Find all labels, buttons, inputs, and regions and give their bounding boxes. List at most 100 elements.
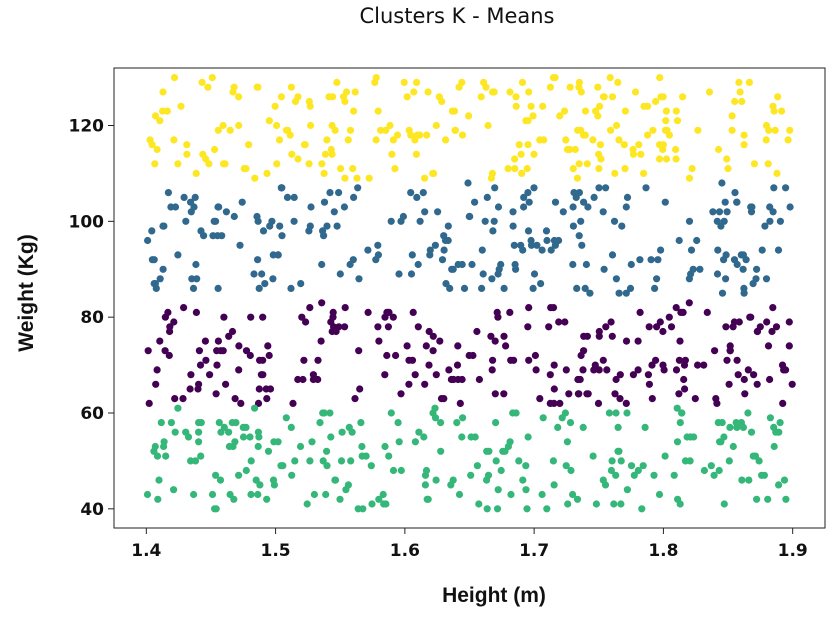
scatter-point-cluster-4 <box>634 466 642 475</box>
scatter-point-cluster-1 <box>644 102 652 110</box>
scatter-point-cluster-2 <box>187 208 195 216</box>
scatter-point-cluster-4 <box>755 457 763 465</box>
scatter-point-cluster-3 <box>257 371 265 379</box>
scatter-point-cluster-2 <box>421 208 429 216</box>
scatter-point-cluster-1 <box>672 155 680 163</box>
scatter-point-cluster-2 <box>494 270 502 278</box>
scatter-point-cluster-1 <box>265 117 273 125</box>
scatter-point-cluster-3 <box>202 356 210 364</box>
scatter-point-cluster-2 <box>335 189 343 197</box>
scatter-point-cluster-2 <box>193 275 201 283</box>
scatter-point-cluster-1 <box>344 136 352 144</box>
scatter-point-cluster-4 <box>515 457 523 465</box>
y-tick-label: 80 <box>80 308 104 328</box>
scatter-point-cluster-1 <box>331 126 339 134</box>
scatter-point-cluster-2 <box>533 241 541 249</box>
scatter-point-cluster-3 <box>254 399 263 407</box>
scatter-point-cluster-4 <box>504 442 512 451</box>
scatter-point-cluster-1 <box>318 160 326 168</box>
scatter-point-cluster-4 <box>738 476 746 484</box>
scatter-point-cluster-3 <box>212 390 220 398</box>
scatter-point-cluster-2 <box>590 193 598 201</box>
scatter-point-cluster-4 <box>661 452 669 460</box>
scatter-point-cluster-3 <box>713 399 721 407</box>
scatter-point-cluster-3 <box>454 342 462 350</box>
scatter-point-cluster-2 <box>776 217 785 225</box>
scatter-point-cluster-3 <box>414 323 422 331</box>
scatter-point-cluster-3 <box>740 375 748 384</box>
scatter-point-cluster-3 <box>656 318 664 326</box>
scatter-point-cluster-1 <box>631 88 640 96</box>
scatter-point-cluster-4 <box>432 476 440 484</box>
scatter-point-cluster-1 <box>724 165 732 173</box>
scatter-point-cluster-4 <box>326 409 334 417</box>
scatter-point-cluster-4 <box>707 462 715 470</box>
scatter-point-cluster-4 <box>251 404 259 412</box>
scatter-point-cluster-2 <box>551 198 560 206</box>
scatter-point-cluster-1 <box>177 102 185 110</box>
scatter-point-cluster-1 <box>589 136 597 144</box>
scatter-point-cluster-3 <box>536 395 544 403</box>
scatter-point-cluster-4 <box>431 404 439 412</box>
scatter-point-cluster-2 <box>654 256 662 264</box>
scatter-point-cluster-2 <box>651 284 659 292</box>
scatter-point-cluster-4 <box>641 423 649 431</box>
scatter-point-cluster-1 <box>608 93 617 101</box>
scatter-point-cluster-3 <box>769 304 777 312</box>
scatter-point-cluster-1 <box>771 126 779 134</box>
scatter-point-cluster-4 <box>458 433 466 441</box>
scatter-point-cluster-3 <box>440 395 448 403</box>
scatter-point-cluster-3 <box>694 361 702 369</box>
scatter-point-cluster-3 <box>711 347 719 355</box>
scatter-point-cluster-2 <box>320 198 329 206</box>
scatter-point-cluster-1 <box>614 78 622 86</box>
scatter-point-cluster-2 <box>600 265 608 273</box>
scatter-point-cluster-4 <box>473 462 481 470</box>
scatter-point-cluster-1 <box>644 131 652 139</box>
x-tick-label: 1.7 <box>519 541 549 561</box>
scatter-point-cluster-2 <box>642 184 650 192</box>
scatter-point-cluster-3 <box>214 337 222 345</box>
scatter-point-cluster-4 <box>424 495 432 503</box>
scatter-point-cluster-3 <box>722 323 730 331</box>
scatter-point-cluster-4 <box>421 481 429 489</box>
x-tick-label: 1.9 <box>778 541 808 561</box>
scatter-point-cluster-1 <box>163 107 171 115</box>
x-tick-label: 1.8 <box>648 541 678 561</box>
scatter-point-cluster-4 <box>522 486 530 494</box>
plot-frame <box>113 67 826 529</box>
scatter-point-cluster-3 <box>341 304 349 312</box>
scatter-point-cluster-3 <box>636 308 644 316</box>
scatter-point-cluster-3 <box>735 318 743 326</box>
scatter-point-cluster-2 <box>573 284 581 292</box>
scatter-point-cluster-4 <box>362 452 370 460</box>
scatter-point-cluster-2 <box>538 246 546 254</box>
scatter-point-cluster-3 <box>500 390 508 398</box>
scatter-point-cluster-4 <box>776 419 784 427</box>
scatter-point-cluster-4 <box>190 490 198 499</box>
scatter-point-cluster-1 <box>156 117 164 125</box>
scatter-point-cluster-1 <box>323 136 331 144</box>
scatter-point-cluster-4 <box>519 476 527 484</box>
scatter-point-cluster-2 <box>696 265 704 273</box>
scatter-point-cluster-2 <box>397 217 405 225</box>
scatter-point-cluster-2 <box>478 246 486 254</box>
scatter-point-cluster-4 <box>471 433 479 441</box>
scatter-point-cluster-1 <box>562 136 570 144</box>
scatter-point-cluster-2 <box>713 217 721 225</box>
scatter-point-cluster-2 <box>569 222 578 230</box>
scatter-point-cluster-4 <box>338 428 346 436</box>
scatter-point-cluster-1 <box>530 150 538 158</box>
scatter-point-cluster-2 <box>442 280 450 288</box>
scatter-point-cluster-4 <box>715 466 723 475</box>
scatter-point-cluster-2 <box>148 227 156 235</box>
scatter-point-cluster-1 <box>518 169 526 177</box>
scatter-point-cluster-3 <box>525 304 533 312</box>
scatter-point-cluster-4 <box>254 490 262 499</box>
scatter-point-cluster-2 <box>657 246 665 254</box>
scatter-point-cluster-3 <box>153 366 161 374</box>
scatter-point-cluster-4 <box>447 481 455 489</box>
scatter-point-cluster-4 <box>681 457 690 465</box>
scatter-point-cluster-2 <box>608 251 617 259</box>
scatter-point-cluster-1 <box>540 136 548 144</box>
